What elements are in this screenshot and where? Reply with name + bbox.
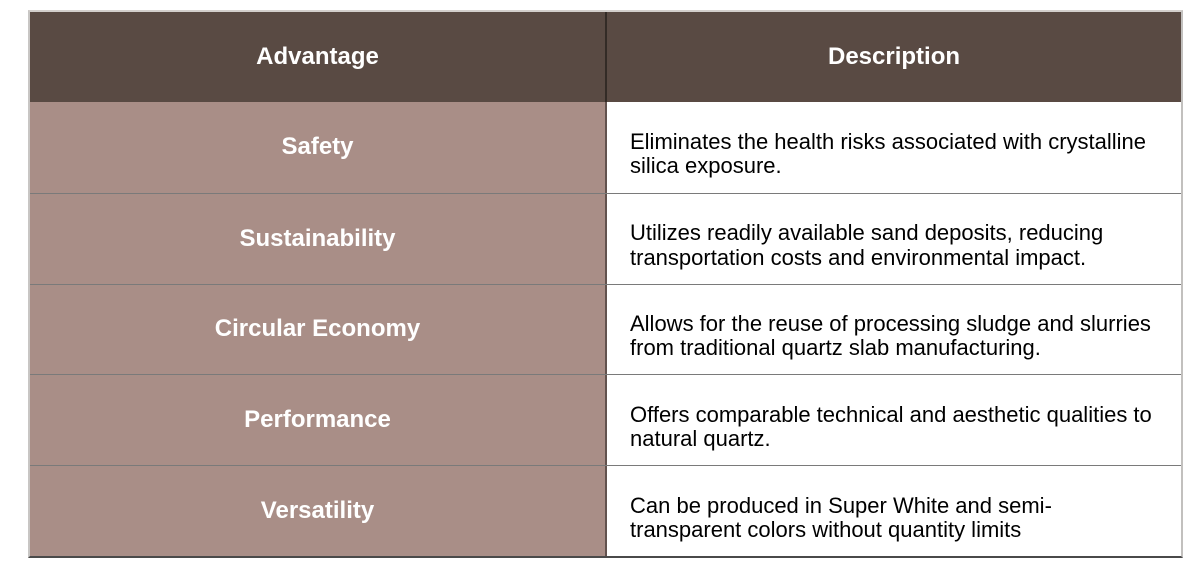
advantage-cell: Safety — [30, 102, 607, 193]
description-text: Eliminates the health risks associated w… — [630, 128, 1147, 179]
advantage-cell: Circular Economy — [30, 284, 607, 375]
advantage-cell: Sustainability — [30, 193, 607, 284]
description-cell: Eliminates the health risks associated w… — [607, 102, 1181, 193]
advantage-label: Versatility — [260, 497, 375, 525]
advantage-label: Safety — [281, 133, 354, 161]
description-text: Offers comparable technical and aestheti… — [630, 401, 1152, 452]
table-row-safety: Safety Eliminates the health risks assoc… — [30, 102, 1181, 193]
advantage-cell: Performance — [30, 375, 607, 466]
description-text: Can be produced in Super White and semi-… — [630, 492, 1052, 543]
advantage-cell: Versatility — [30, 466, 607, 556]
header-cell-advantage: Advantage — [30, 12, 607, 102]
header-label-advantage: Advantage — [256, 43, 379, 70]
description-cell: Offers comparable technical and aestheti… — [607, 375, 1181, 466]
description-text: Allows for the reuse of processing sludg… — [630, 310, 1151, 361]
description-text: Utilizes readily available sand deposits… — [630, 220, 1104, 270]
description-cell: Can be produced in Super White and semi-… — [607, 466, 1181, 556]
advantage-label: Performance — [244, 406, 391, 434]
advantage-label: Sustainability — [239, 224, 396, 252]
advantages-table: Advantage Description Safety Eliminates … — [28, 10, 1183, 558]
table-row-versatility: Versatility Can be produced in Super Whi… — [30, 465, 1181, 556]
advantage-label: Circular Economy — [214, 315, 421, 343]
description-cell: Utilizes readily available sand deposits… — [607, 193, 1181, 284]
table-header-row: Advantage Description — [30, 12, 1181, 102]
table-row-sustainability: Sustainability Utilizes readily availabl… — [30, 192, 1181, 284]
description-cell: Allows for the reuse of processing sludg… — [607, 284, 1181, 375]
header-label-description: Description — [827, 43, 961, 70]
table-row-performance: Performance Offers comparable technical … — [30, 374, 1181, 466]
table-row-circular-economy: Circular Economy Allows for the reuse of… — [30, 283, 1181, 375]
header-cell-description: Description — [607, 12, 1181, 102]
